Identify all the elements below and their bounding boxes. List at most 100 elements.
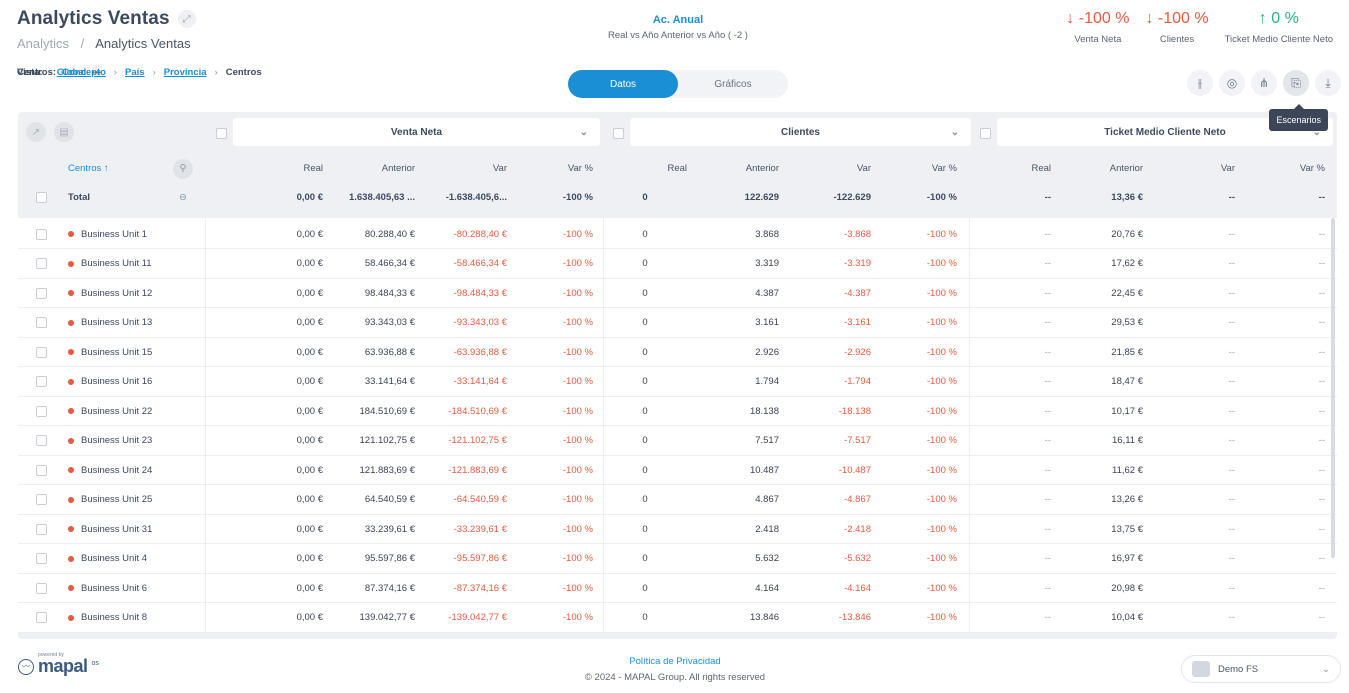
row-name[interactable]: Business Unit 15 xyxy=(68,338,203,366)
column-header-var: Var xyxy=(492,163,507,174)
centros-column-header[interactable]: Centros ↑ xyxy=(68,163,109,174)
table-row[interactable]: Business Unit 23 0,00 € 121.102,75 € -121.1… xyxy=(18,427,1337,456)
table-cell: 13,26 € xyxy=(1111,494,1143,505)
group-clientes[interactable]: Clientes ⌄ xyxy=(630,118,971,146)
filters-icon[interactable]: ⫲ xyxy=(1187,70,1213,96)
vista-global-link[interactable]: Global xyxy=(56,66,87,78)
table-cell: 4.164 xyxy=(755,582,779,594)
path-provincia-link[interactable]: Provincia xyxy=(163,66,207,78)
row-checkbox[interactable] xyxy=(35,405,47,417)
table-cell: 33.239,61 € xyxy=(364,523,415,535)
row-checkbox[interactable] xyxy=(35,494,47,505)
row-checkbox[interactable] xyxy=(35,287,47,299)
group-checkbox[interactable] xyxy=(980,128,991,139)
location-icon[interactable]: ◎ xyxy=(1219,70,1245,96)
hierarchy-icon[interactable]: ⋔ xyxy=(1251,70,1277,96)
table-row[interactable]: Business Unit 31 0,00 € 33.239,61 € -33.239… xyxy=(18,515,1337,544)
table-row[interactable]: Business Unit 8 0,00 € 139.042,77 € -139.04… xyxy=(18,604,1337,633)
datos-tab[interactable]: Datos xyxy=(568,70,678,98)
download-icon[interactable]: ⤓ xyxy=(1315,70,1341,96)
row-checkbox[interactable] xyxy=(35,192,47,203)
table-cell: 121.883,69 € xyxy=(359,464,415,476)
table-row[interactable]: Business Unit 24 0,00 € 121.883,69 € -121.8… xyxy=(18,456,1337,485)
more-options-icon[interactable]: ••• xyxy=(92,65,101,79)
table-row[interactable]: Business Unit 1 0,00 € 80.288,40 € -80.288,… xyxy=(18,220,1337,249)
row-checkbox[interactable] xyxy=(35,582,47,594)
table-cell: 0,00 € xyxy=(296,258,323,269)
table-row[interactable]: Business Unit 25 0,00 € 64.540,59 € -64.540… xyxy=(18,486,1337,515)
privacy-link[interactable]: Política de Privacidad xyxy=(629,656,721,667)
table-row[interactable]: Business Unit 4 0,00 € 95.597,86 € -95.597,… xyxy=(18,545,1337,574)
status-dot-icon xyxy=(68,496,74,503)
row-checkbox[interactable] xyxy=(35,376,47,387)
chevron-down-icon[interactable]: ⌄ xyxy=(579,126,588,138)
table-cell: 18.138 xyxy=(749,405,779,417)
table-cell: -100 % xyxy=(562,612,593,623)
table-row[interactable]: Business Unit 12 0,00 € 98.484,33 € -98.484… xyxy=(18,279,1337,308)
row-name[interactable]: Business Unit 16 xyxy=(68,368,203,396)
table-row[interactable]: Business Unit 6 0,00 € 87.374,16 € -87.374,… xyxy=(18,574,1337,603)
row-checkbox[interactable] xyxy=(35,317,47,328)
table-cell: 10,04 € xyxy=(1111,612,1143,623)
chevron-down-icon[interactable]: ⌄ xyxy=(950,126,959,138)
document-icon[interactable]: ▤ xyxy=(54,122,74,142)
row-name[interactable]: Business Unit 1 xyxy=(68,220,203,248)
row-name[interactable]: Business Unit 8 xyxy=(68,604,203,632)
period-selector[interactable]: Ac. Anual Real vs Año Anterior vs Año ( … xyxy=(578,14,778,41)
table-cell: 16,97 € xyxy=(1111,553,1143,564)
expand-icon[interactable]: ⤢ xyxy=(177,10,196,28)
row-checkbox[interactable] xyxy=(35,346,47,358)
row-name[interactable]: Business Unit 24 xyxy=(68,456,203,484)
table-row[interactable]: Business Unit 15 0,00 € 63.936,88 € -63.936… xyxy=(18,338,1337,367)
table-cell: 0,00 € xyxy=(296,376,323,387)
row-checkbox[interactable] xyxy=(35,258,47,269)
table-cell: -100 % xyxy=(926,346,957,358)
group-checkbox[interactable] xyxy=(613,128,624,139)
graficos-tab[interactable]: Gráficos xyxy=(714,78,752,90)
breadcrumb-analytics[interactable]: Analytics xyxy=(17,36,70,51)
zoom-out-icon[interactable]: ⊖ xyxy=(179,192,187,203)
group-checkbox[interactable] xyxy=(216,128,227,139)
table-cell: 0 xyxy=(642,582,648,594)
trend-icon[interactable]: ↗ xyxy=(26,122,46,142)
kpi-value: ↓ -100 % xyxy=(1145,10,1209,27)
row-checkbox[interactable] xyxy=(35,435,47,446)
table-row[interactable]: Business Unit 11 0,00 € 58.466,34 € -58.466… xyxy=(18,250,1337,279)
table-cell: 22,45 € xyxy=(1111,287,1143,299)
path-concepto-link[interactable]: Concepto xyxy=(62,66,106,78)
row-checkbox[interactable] xyxy=(35,523,47,535)
table-cell: 0 xyxy=(642,405,648,417)
vertical-scrollbar[interactable] xyxy=(1331,218,1335,558)
row-name[interactable]: Business Unit 6 xyxy=(68,574,203,602)
row-name[interactable]: Business Unit 4 xyxy=(68,545,203,573)
table-cell: 0,00 € xyxy=(296,435,323,446)
chevron-down-icon[interactable]: ⌄ xyxy=(1312,126,1321,138)
row-name[interactable]: Business Unit 11 xyxy=(68,250,203,278)
table-row[interactable]: Business Unit 13 0,00 € 93.343,03 € -93.343… xyxy=(18,309,1337,338)
row-checkbox[interactable] xyxy=(35,553,47,564)
group-venta-neta[interactable]: Venta Neta ⌄ xyxy=(233,118,600,146)
row-name[interactable]: Business Unit 31 xyxy=(68,515,203,543)
period-title[interactable]: Ac. Anual xyxy=(652,14,704,26)
table-cell: 3.319 xyxy=(755,258,779,269)
row-checkbox[interactable] xyxy=(35,228,47,240)
table-cell: -87.374,16 € xyxy=(453,582,507,594)
row-name[interactable]: Business Unit 25 xyxy=(68,486,203,514)
row-name[interactable]: Business Unit 12 xyxy=(68,279,203,307)
table-row[interactable]: Business Unit 22 0,00 € 184.510,69 € -184.5… xyxy=(18,397,1337,426)
row-checkbox[interactable] xyxy=(35,464,47,476)
account-icon xyxy=(1192,661,1210,677)
scenarios-icon[interactable]: ⎘ xyxy=(1283,70,1309,96)
column-header-anterior: Anterior xyxy=(381,163,415,174)
row-name[interactable]: Business Unit 23 xyxy=(68,427,203,455)
account-name: Demo FS xyxy=(1218,663,1259,675)
table-row[interactable]: Business Unit 16 0,00 € 33.141,64 € -33.141… xyxy=(18,368,1337,397)
row-name[interactable]: Business Unit 22 xyxy=(68,397,203,425)
vista-label: Vista: xyxy=(17,66,43,78)
row-checkbox[interactable] xyxy=(35,612,47,623)
search-icon[interactable]: ⚲ xyxy=(170,154,196,183)
row-name[interactable]: Business Unit 13 xyxy=(68,309,203,337)
path-pais-link[interactable]: País xyxy=(125,66,145,78)
table-cell: -100 % xyxy=(562,494,593,505)
account-selector[interactable]: Demo FS ⌄ xyxy=(1181,655,1341,683)
